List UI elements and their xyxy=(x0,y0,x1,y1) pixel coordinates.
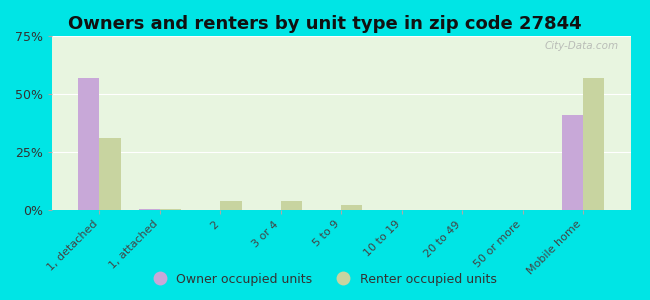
Bar xyxy=(138,209,160,210)
Text: Owners and renters by unit type in zip code 27844: Owners and renters by unit type in zip c… xyxy=(68,15,582,33)
Bar xyxy=(99,138,121,210)
Bar xyxy=(220,201,242,210)
Text: City-Data.com: City-Data.com xyxy=(545,41,619,51)
Bar xyxy=(583,78,605,210)
Bar xyxy=(562,115,583,210)
Bar xyxy=(78,78,99,210)
Legend: Owner occupied units, Renter occupied units: Owner occupied units, Renter occupied un… xyxy=(148,268,502,291)
Bar xyxy=(281,201,302,210)
Bar xyxy=(160,209,181,210)
Bar xyxy=(341,206,363,210)
